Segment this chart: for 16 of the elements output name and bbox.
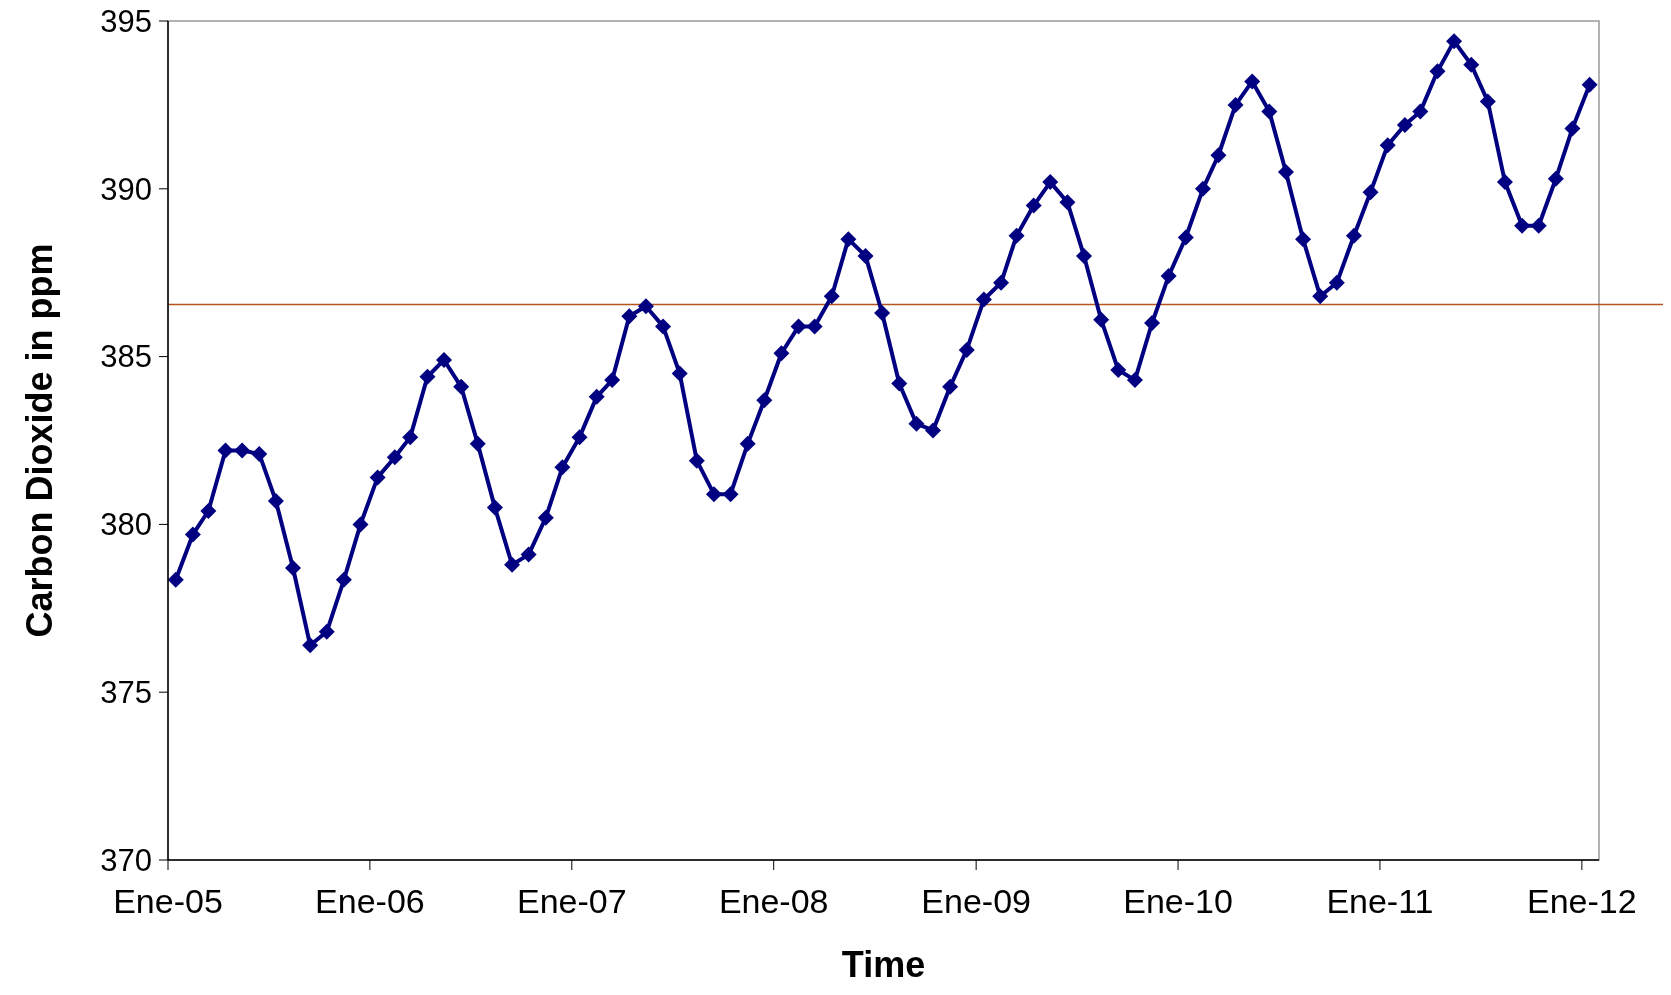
x-tick-label: Ene-05 xyxy=(113,882,223,920)
x-tick-label: Ene-09 xyxy=(921,882,1031,920)
x-tick-label: Ene-06 xyxy=(315,882,425,920)
y-tick-label: 370 xyxy=(100,842,152,878)
x-tick-label: Ene-07 xyxy=(516,882,627,920)
x-tick-label: Ene-10 xyxy=(1123,882,1233,920)
x-tick-label: Ene-08 xyxy=(718,882,829,920)
x-axis-title: Time xyxy=(841,944,926,985)
x-tick-label: Ene-12 xyxy=(1527,882,1637,920)
y-axis-title: Carbon Dioxide in ppm xyxy=(19,243,60,638)
y-tick-label: 375 xyxy=(100,675,152,711)
y-tick-label: 390 xyxy=(100,171,152,207)
y-tick-label: 385 xyxy=(100,339,152,375)
x-tick-label: Ene-11 xyxy=(1326,882,1434,920)
y-tick-label: 395 xyxy=(100,3,152,39)
y-tick-label: 380 xyxy=(100,507,152,543)
